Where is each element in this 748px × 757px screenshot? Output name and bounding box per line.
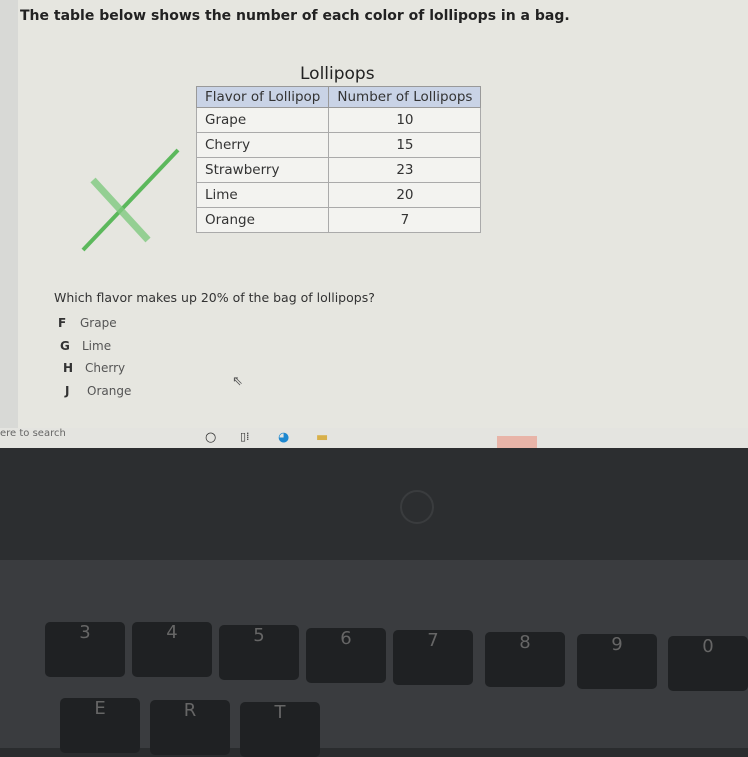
header-number: Number of Lollipops [328,86,482,108]
laptop-bezel [0,448,748,560]
active-app-highlight [497,436,537,448]
hp-logo [400,490,434,524]
table-caption: Lollipops [300,64,375,84]
file-explorer-icon[interactable]: ▬ [316,430,329,445]
key-8: 8 [485,632,565,687]
key-t: T [240,702,320,757]
question-text: Which flavor makes up 20% of the bag of … [54,290,375,305]
option-h[interactable]: H Cherry [63,361,125,375]
key-3: 3 [45,622,125,677]
cell: 23 [328,157,482,183]
cell: Orange [195,207,330,233]
left-bar [0,0,18,430]
key-9: 9 [577,634,657,689]
option-text: Cherry [85,361,126,375]
option-f[interactable]: F Grape [58,316,117,330]
taskbar: ere to search ○ ▯⁞ ◕ ▬ [0,428,748,448]
cell: 20 [328,182,482,208]
cell: Cherry [195,132,330,158]
option-text: Lime [82,339,112,353]
option-j[interactable]: J Orange [65,384,131,398]
key-7: 7 [393,630,473,685]
page-title: The table below shows the number of each… [20,8,570,24]
lollipop-table: Flavor of Lollipop Number of Lollipops Gr… [195,86,482,233]
option-letter: F [58,316,67,330]
keyboard: 3 4 5 6 7 8 9 0 E R T [0,560,748,757]
key-4: 4 [132,622,212,677]
key-r: R [150,700,230,755]
table-row: Lime 20 [195,182,482,208]
task-view-icon[interactable]: ▯⁞ [240,430,250,443]
cell: Grape [195,107,330,133]
key-0: 0 [668,636,748,691]
key-5: 5 [219,625,299,680]
cell: Lime [195,182,330,208]
cell: 15 [328,132,482,158]
check-mark-icon [81,148,180,252]
table-row: Strawberry 23 [195,157,482,183]
option-text: Orange [87,384,132,398]
option-letter: H [63,361,74,375]
edge-icon[interactable]: ◕ [278,430,290,445]
cell: 10 [328,107,482,133]
screen: The table below shows the number of each… [0,0,748,430]
option-letter: J [65,384,70,398]
table-row: Cherry 15 [195,132,482,158]
option-letter: G [60,339,70,353]
table-row: Orange 7 [195,207,482,233]
option-g[interactable]: G Lime [60,339,111,353]
cortana-icon[interactable]: ○ [205,430,217,445]
cell: Strawberry [195,157,330,183]
key-6: 6 [306,628,386,683]
search-box[interactable]: ere to search [0,428,66,439]
table-row: Grape 10 [195,107,482,133]
cell: 7 [328,207,482,233]
key-e: E [60,698,140,753]
cursor-icon: ⇖ [232,374,243,389]
header-flavor: Flavor of Lollipop [195,86,330,108]
option-text: Grape [80,316,117,330]
